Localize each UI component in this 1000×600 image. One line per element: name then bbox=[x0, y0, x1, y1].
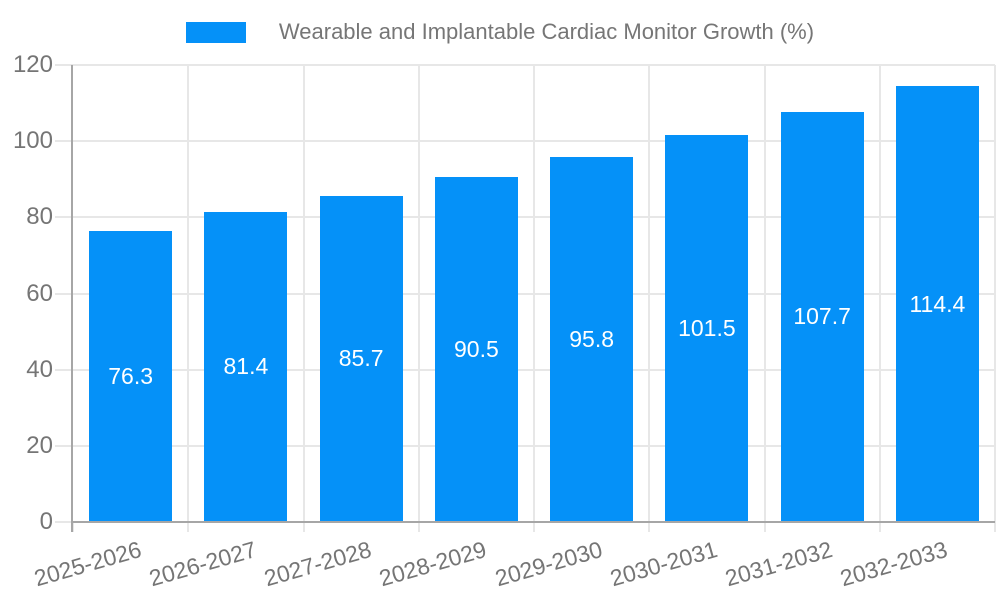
bar: 101.5 bbox=[665, 135, 749, 522]
h-gridline bbox=[55, 64, 995, 66]
x-axis-tick bbox=[72, 522, 74, 532]
v-gridline bbox=[878, 65, 881, 522]
h-gridline bbox=[55, 368, 995, 371]
h-gridline bbox=[55, 216, 995, 219]
x-axis-tick bbox=[763, 522, 766, 532]
legend-swatch[interactable] bbox=[185, 21, 246, 43]
x-axis-tick bbox=[878, 522, 881, 532]
v-gridline bbox=[763, 65, 766, 522]
bar-value-label: 114.4 bbox=[909, 290, 966, 317]
bar: 76.3 bbox=[89, 231, 173, 522]
bar-value-label: 90.5 bbox=[453, 336, 499, 363]
v-gridline bbox=[417, 65, 420, 522]
x-axis-tick bbox=[187, 522, 190, 532]
x-axis-tick bbox=[533, 522, 535, 532]
y-tick-label: 100 bbox=[12, 127, 53, 155]
legend-label[interactable]: Wearable and Implantable Cardiac Monitor… bbox=[278, 19, 815, 44]
y-tick-label: 0 bbox=[39, 508, 53, 535]
bar: 107.7 bbox=[780, 111, 864, 522]
bar-value-label: 101.5 bbox=[678, 315, 736, 342]
y-tick-label: 80 bbox=[26, 203, 53, 231]
y-tick-label: 40 bbox=[26, 355, 53, 383]
v-gridline bbox=[994, 65, 996, 522]
h-gridline bbox=[55, 292, 995, 295]
bar: 85.7 bbox=[319, 195, 403, 522]
legend: Wearable and Implantable Cardiac Monitor… bbox=[0, 16, 1000, 48]
v-gridline bbox=[648, 65, 651, 522]
x-axis-line bbox=[71, 521, 995, 523]
y-axis-line bbox=[71, 65, 73, 532]
bar: 95.8 bbox=[550, 157, 634, 522]
x-axis-tick bbox=[648, 522, 651, 532]
h-gridline bbox=[55, 444, 995, 447]
v-gridline bbox=[302, 65, 305, 522]
bar-value-label: 85.7 bbox=[338, 345, 384, 372]
y-tick-label: 20 bbox=[26, 431, 53, 459]
x-axis-tick bbox=[302, 522, 305, 532]
x-axis-tick bbox=[417, 522, 420, 532]
bar-value-label: 107.7 bbox=[793, 303, 851, 330]
bar-value-label: 76.3 bbox=[108, 363, 153, 390]
bar-value-label: 95.8 bbox=[569, 326, 614, 353]
y-tick-label: 120 bbox=[12, 51, 53, 78]
y-tick-label: 60 bbox=[26, 279, 53, 307]
bar-value-label: 81.4 bbox=[223, 353, 269, 380]
h-gridline bbox=[55, 140, 995, 143]
v-gridline bbox=[187, 65, 190, 522]
bar: 90.5 bbox=[434, 177, 518, 522]
v-gridline bbox=[533, 65, 535, 522]
x-axis-tick bbox=[994, 522, 996, 532]
bar: 114.4 bbox=[895, 86, 979, 522]
bar: 81.4 bbox=[204, 212, 288, 522]
